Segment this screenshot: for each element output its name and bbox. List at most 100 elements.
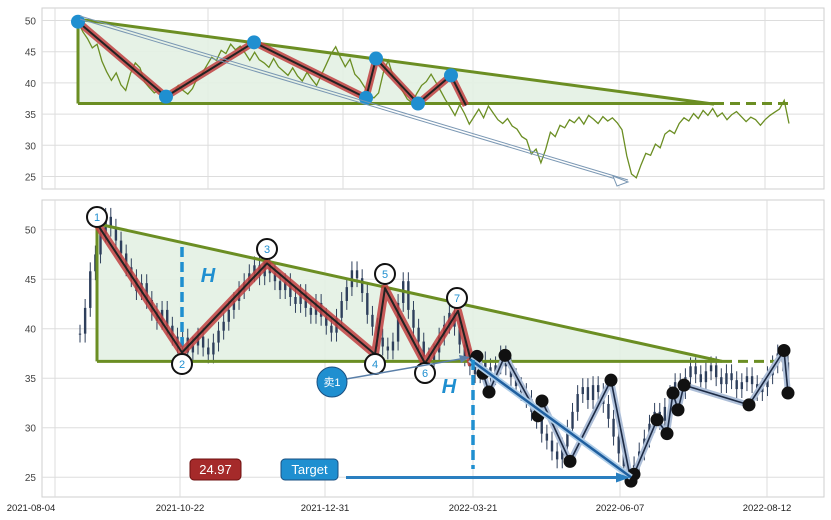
candle-body — [391, 341, 395, 351]
candle-body — [299, 293, 302, 304]
candle-body — [555, 451, 559, 460]
candle-body — [591, 385, 595, 400]
top-y-tick-label: 50 — [25, 16, 37, 27]
top-y-tick-label: 40 — [25, 79, 37, 90]
dot-marker — [777, 343, 791, 357]
candle-body — [735, 380, 738, 390]
candle-body — [114, 227, 118, 241]
candle-body — [325, 316, 328, 326]
candle-body — [212, 342, 215, 355]
dot-marker — [535, 394, 549, 408]
top-pattern-point — [359, 90, 373, 105]
bottom-panel: 2021-08-04 2021-10-22 2021-12-31 2022-03-21… — [7, 199, 825, 514]
candle-body — [663, 406, 667, 421]
candle-body — [253, 265, 256, 274]
bottom-y-tick-label: 25 — [25, 473, 37, 484]
top-pattern-point — [411, 96, 425, 111]
candle-body — [709, 365, 713, 372]
x-tick-label-0: 2021-08-04 — [7, 503, 56, 514]
candle-body — [730, 373, 733, 381]
candle-body — [191, 345, 195, 353]
x-tick-label-2: 2021-12-31 — [301, 503, 350, 514]
pattern-point-label: 2 — [179, 359, 185, 371]
x-tick-label-1: 2021-10-22 — [156, 503, 205, 514]
dot-marker — [660, 427, 674, 441]
pattern-point-marker — [446, 287, 468, 309]
breakout-badge-label: 卖1 — [323, 376, 340, 389]
bottom-triangle-upper-edge — [96, 222, 723, 363]
dot-marker — [742, 398, 756, 412]
pattern-point-label: 7 — [454, 293, 460, 305]
pattern-point-label: 3 — [264, 244, 270, 256]
dot-marker — [677, 378, 691, 392]
dot-marker — [671, 403, 685, 417]
candle-body — [366, 293, 369, 315]
candle-body — [422, 341, 425, 357]
candle-body — [407, 281, 410, 310]
candle-body — [284, 282, 287, 291]
candle-body — [309, 307, 313, 315]
target-box — [280, 458, 339, 481]
candle-body — [217, 330, 220, 343]
candle-body — [273, 273, 277, 282]
pattern-point-label: 4 — [372, 359, 378, 371]
top-pattern-point — [71, 14, 85, 29]
pattern-point-marker — [256, 238, 278, 260]
candle-body — [396, 302, 400, 342]
bottom-y-tick-label: 40 — [25, 325, 37, 336]
candle-body — [201, 336, 205, 348]
bottom-y-tick-label: 50 — [25, 226, 37, 237]
measure-label-right: H — [442, 376, 457, 398]
bottom-y-tick-label: 35 — [25, 374, 37, 385]
candle-body — [89, 271, 92, 308]
candle-body — [145, 283, 148, 300]
candle-body — [607, 403, 610, 419]
candle-body — [566, 428, 569, 447]
candle-body — [432, 352, 436, 365]
measure-label-left: H — [201, 265, 216, 287]
dot-marker — [781, 386, 795, 400]
candle-body — [99, 233, 102, 255]
dot-marker — [563, 454, 577, 468]
candle-body — [545, 433, 549, 441]
candle-body — [617, 436, 620, 454]
candle-body — [540, 419, 543, 434]
forecast-line — [469, 358, 632, 479]
candle-body — [386, 346, 390, 351]
target-box-label: Target — [291, 462, 328, 477]
pattern-point-marker — [86, 206, 108, 228]
dot-marker — [498, 348, 512, 362]
candle-body — [689, 366, 692, 378]
top-panel: 25 30 35 40 45 50 — [25, 7, 825, 190]
candle-body — [381, 337, 384, 347]
candle-body — [94, 254, 97, 272]
breakout-badge — [316, 366, 348, 398]
top-y-tick-label: 30 — [25, 141, 37, 152]
top-forecast-arrow-line-b — [79, 15, 629, 181]
top-pattern-point — [369, 51, 383, 66]
candle-body — [694, 366, 697, 375]
candle-body — [750, 376, 754, 385]
bottom-pattern-line — [96, 223, 473, 366]
candle-body — [340, 300, 343, 318]
pattern-point-marker — [414, 362, 436, 384]
top-pattern-point — [247, 35, 261, 50]
candle-body — [571, 411, 574, 429]
candle-body — [289, 282, 292, 298]
pattern-point-label: 6 — [422, 368, 428, 380]
candle-body — [222, 321, 225, 331]
candle-body — [720, 377, 723, 385]
x-tick-label-5: 2022-08-12 — [743, 503, 792, 514]
candle-body — [278, 281, 282, 291]
x-tick-label-4: 2022-06-07 — [596, 503, 645, 514]
top-y-tick-label: 25 — [25, 173, 37, 184]
current-price-label: 24.97 — [199, 462, 232, 477]
candle-body — [550, 440, 554, 452]
candle-body — [78, 333, 82, 335]
candle-body — [330, 325, 333, 333]
candle-body — [232, 300, 236, 310]
candle-body — [576, 394, 579, 412]
candle-body — [740, 382, 744, 390]
dot-marker — [650, 413, 664, 427]
